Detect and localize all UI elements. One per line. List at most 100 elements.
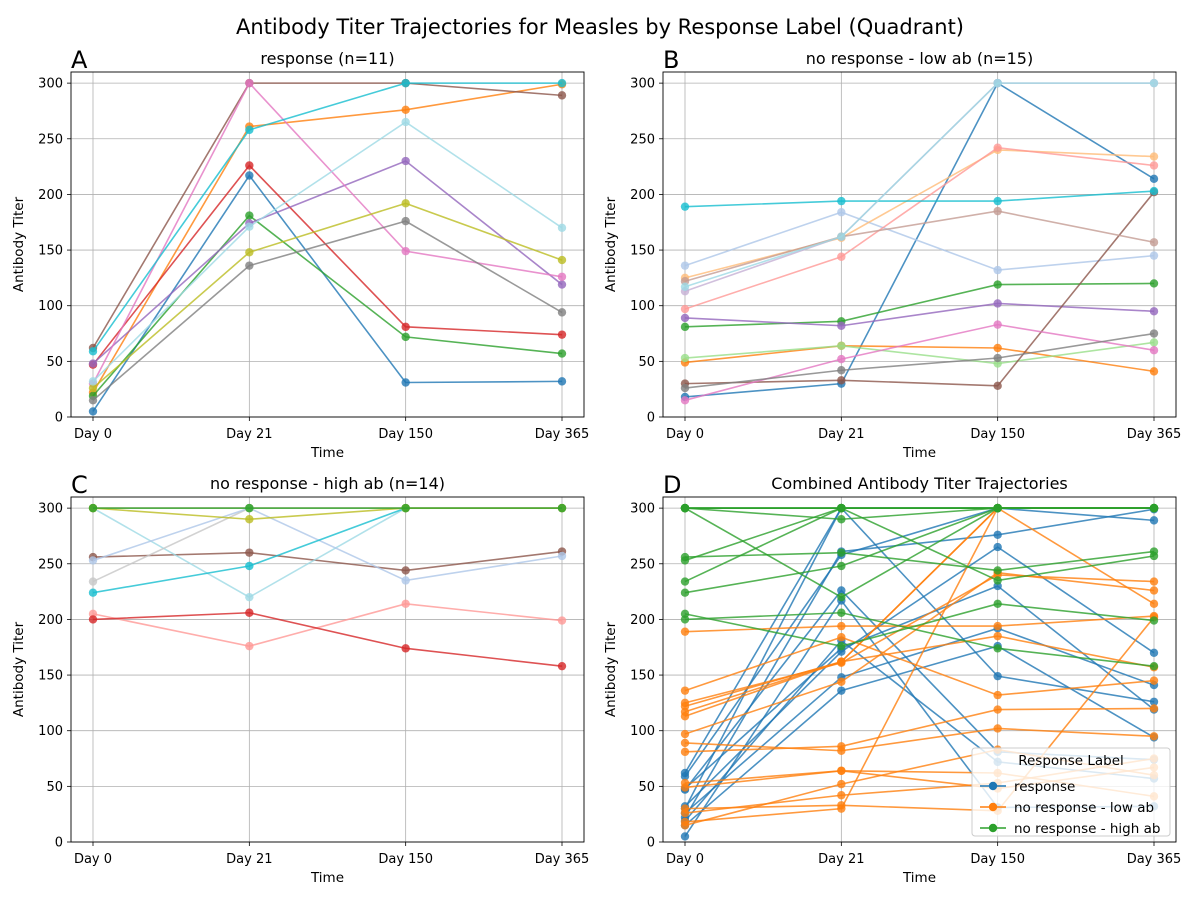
- y-tick-label: 0: [55, 836, 63, 851]
- series-line: [92, 164, 563, 366]
- series-line: [684, 507, 1154, 713]
- data-point: [993, 671, 1002, 681]
- data-point: [993, 503, 1002, 513]
- data-point: [401, 378, 410, 387]
- series-line: [92, 214, 563, 397]
- x-tick-label: Day 150: [970, 852, 1025, 867]
- series-line: [684, 190, 1155, 208]
- data-point: [1149, 367, 1159, 376]
- y-tick-label: 200: [38, 188, 63, 203]
- y-tick-label: 150: [38, 244, 63, 259]
- data-point: [837, 366, 846, 375]
- data-point: [837, 376, 846, 385]
- data-point: [401, 105, 410, 115]
- data-point: [88, 588, 98, 597]
- data-point: [557, 78, 567, 88]
- y-tick-label: 150: [630, 669, 655, 684]
- data-point: [401, 156, 410, 166]
- data-point: [680, 322, 690, 332]
- x-tick-label: Day 0: [666, 852, 704, 867]
- data-point: [680, 778, 690, 788]
- x-axis-label: Time: [310, 445, 344, 461]
- data-point: [837, 503, 846, 513]
- data-point: [1149, 152, 1159, 161]
- data-point: [837, 677, 846, 686]
- series-line: [684, 211, 1155, 271]
- data-point: [680, 353, 690, 363]
- y-tick-label: 250: [38, 132, 63, 147]
- panel-letter: B: [663, 46, 679, 74]
- series-line: [92, 121, 563, 382]
- data-point: [245, 515, 254, 524]
- data-point: [837, 686, 846, 695]
- data-point: [1149, 251, 1159, 260]
- data-point: [88, 377, 98, 386]
- data-point: [401, 117, 410, 127]
- data-point: [680, 821, 690, 830]
- data-point: [1149, 238, 1159, 247]
- series-line: [92, 603, 563, 647]
- data-point: [837, 196, 846, 206]
- legend: Response Label response no response - low …: [971, 747, 1171, 837]
- panel-C: Day 0 Day 21 Day 150 Day 365 0 50 100 150 200 250…: [11, 471, 589, 886]
- x-tick-label: Day 0: [74, 852, 112, 867]
- series-line: [92, 82, 562, 352]
- series-line: [684, 302, 1155, 327]
- data-point: [680, 832, 690, 841]
- data-point: [993, 320, 1002, 329]
- x-tick-label: Day 21: [226, 427, 272, 442]
- data-point: [1149, 338, 1159, 347]
- data-point: [680, 588, 690, 597]
- series-line: [92, 507, 562, 594]
- data-point: [1149, 516, 1159, 525]
- data-point: [88, 556, 98, 565]
- data-point: [680, 304, 690, 314]
- panel-title: Combined Antibody Titer Trajectories: [771, 474, 1068, 493]
- legend-swatch-marker: [988, 823, 998, 833]
- panel-D: Day 0 Day 21 Day 150 Day 365 0 50 100 150 200 250…: [603, 471, 1181, 886]
- data-point: [557, 308, 567, 317]
- data-point: [245, 592, 254, 602]
- data-point: [401, 216, 410, 226]
- x-tick-label: Day 365: [535, 852, 590, 867]
- x-tick-label: Day 0: [74, 427, 112, 442]
- legend-swatch-marker: [988, 802, 998, 812]
- series-line: [684, 341, 1155, 365]
- data-point: [837, 746, 846, 755]
- data-point: [1149, 697, 1159, 706]
- data-point: [1149, 78, 1159, 88]
- series-line: [92, 507, 563, 582]
- data-point: [680, 772, 690, 781]
- data-point: [680, 202, 690, 211]
- axes-frame: [70, 71, 585, 418]
- data-point: [1149, 503, 1159, 513]
- data-point: [557, 377, 567, 386]
- data-point: [680, 729, 690, 739]
- data-point: [401, 644, 410, 653]
- x-axis-label: Time: [310, 870, 344, 886]
- series-line: [684, 82, 1154, 288]
- data-point: [1149, 161, 1159, 170]
- data-point: [993, 566, 1002, 575]
- data-point: [837, 608, 846, 617]
- axes-frame: [70, 496, 585, 843]
- x-tick-label: Day 21: [226, 852, 272, 867]
- data-point: [245, 222, 254, 231]
- series-line: [92, 550, 563, 572]
- x-tick-label: Day 365: [1127, 852, 1182, 867]
- y-tick-label: 150: [630, 244, 655, 259]
- data-point: [993, 542, 1002, 552]
- data-point: [1149, 346, 1159, 355]
- data-point: [557, 91, 567, 100]
- data-point: [680, 577, 690, 586]
- series-line: [684, 585, 1155, 790]
- data-point: [837, 321, 846, 330]
- series-line: [684, 191, 1155, 387]
- data-point: [680, 383, 690, 393]
- axes-frame: [662, 71, 1177, 418]
- data-point: [401, 246, 410, 256]
- series-line: [684, 615, 1155, 633]
- series-line: [684, 550, 1155, 572]
- legend-label: no response - low ab: [1014, 800, 1154, 816]
